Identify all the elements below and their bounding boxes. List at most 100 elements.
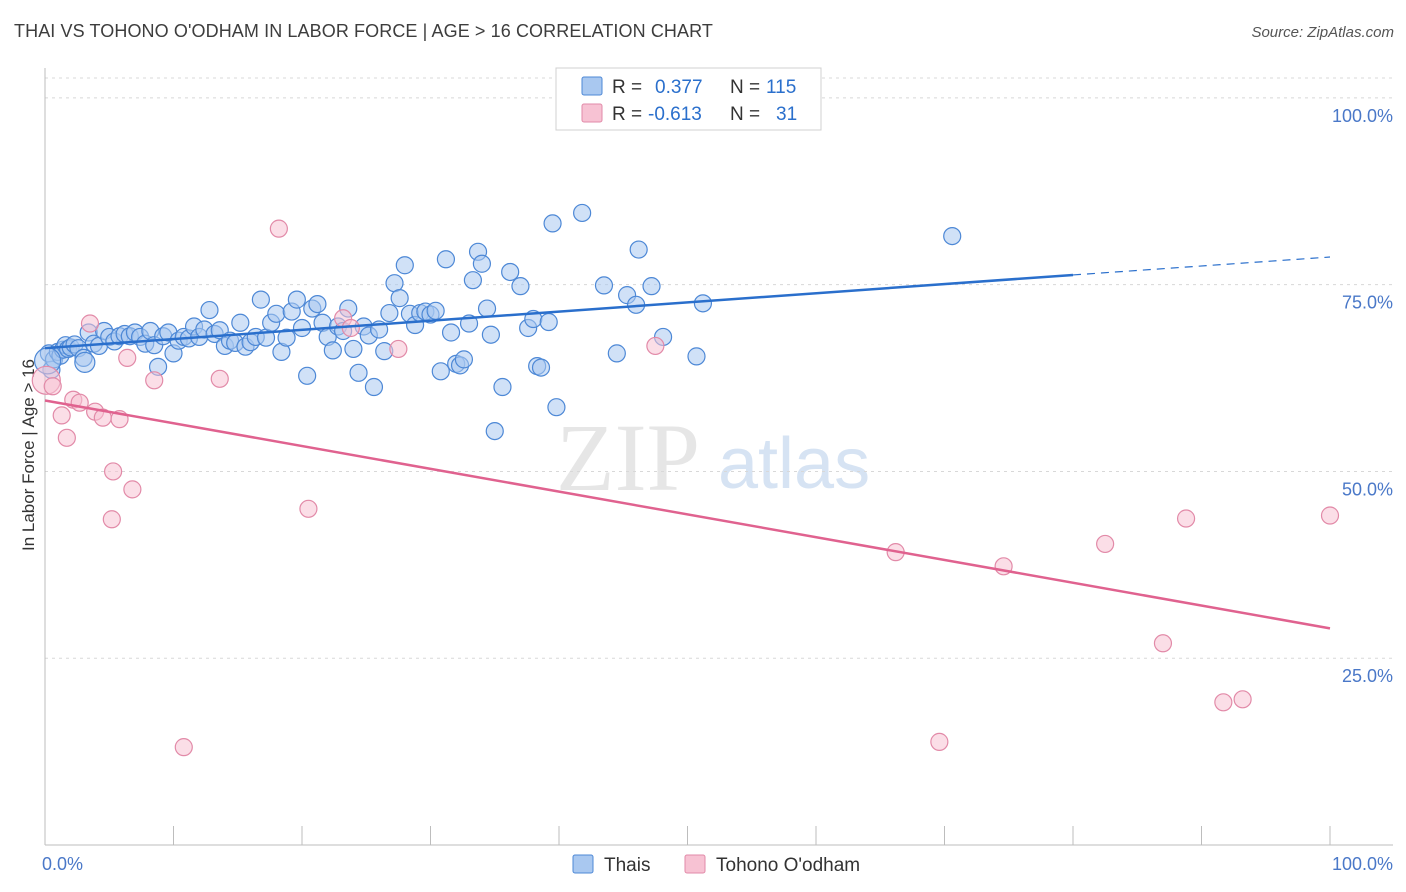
tohono-point — [145, 371, 164, 390]
thai-point — [477, 299, 497, 318]
thai-point — [693, 294, 713, 313]
tohono-point — [1096, 534, 1115, 554]
thai-trend-extension — [1072, 256, 1331, 276]
thai-trend-line — [44, 273, 1074, 350]
tohono-point — [930, 732, 949, 751]
series-legend: Thais Tohono O'odham — [572, 854, 860, 876]
thai-point — [547, 398, 566, 417]
y-tick-label: 50.0% — [1342, 479, 1393, 499]
watermark: ZIP atlas — [556, 404, 870, 511]
thai-point — [687, 347, 706, 366]
watermark-atlas: atlas — [718, 424, 870, 504]
thai-point — [74, 351, 96, 373]
thai-point — [277, 328, 296, 347]
thai-n-label: N = — [730, 77, 760, 98]
thai-point — [472, 254, 491, 273]
tohono-point — [389, 339, 408, 359]
thai-point — [454, 350, 474, 369]
y-tick-label: 25.0% — [1342, 666, 1393, 686]
thai-point — [292, 318, 312, 338]
thai-point — [308, 294, 327, 314]
thai-point — [573, 203, 592, 223]
watermark-zip: ZIP — [556, 404, 700, 511]
tohono-point — [299, 499, 318, 518]
tohono-point — [269, 219, 288, 238]
thai-point — [501, 262, 520, 282]
thai-point — [481, 325, 500, 344]
thai-point — [395, 256, 414, 275]
tohono-point — [43, 377, 62, 396]
x-tick-label-min: 0.0% — [42, 854, 83, 874]
y-tick-label: 100.0% — [1332, 106, 1393, 126]
tohono-point — [57, 428, 76, 447]
source-label: Source: ZipAtlas.com — [1251, 24, 1394, 41]
y-tick-label: 75.0% — [1342, 293, 1393, 313]
tohono-point — [1176, 509, 1196, 528]
grid — [45, 77, 1393, 659]
y-axis-title: In Labor Force | Age > 16 — [19, 359, 38, 551]
thai-point — [594, 276, 614, 295]
thai-n-value: 115 — [766, 77, 796, 98]
tohono-point — [104, 462, 123, 481]
thai-point — [485, 421, 504, 441]
tohono-point — [52, 406, 71, 425]
thai-point — [323, 341, 342, 360]
thai-swatch — [572, 854, 594, 874]
thai-point — [390, 289, 409, 308]
thai-r-value: 0.377 — [655, 77, 703, 98]
tohono-point — [102, 510, 121, 529]
tohono-r-value: -0.613 — [648, 104, 702, 125]
tohono-point — [210, 369, 229, 388]
thai-point — [943, 227, 962, 246]
tohono-swatch — [684, 854, 706, 874]
chart-title: THAI VS TOHONO O'ODHAM IN LABOR FORCE | … — [14, 21, 714, 41]
x-ticks — [173, 826, 1331, 845]
thai-point — [441, 323, 461, 342]
thai-point — [539, 312, 558, 332]
tohono-n-label: N = — [730, 104, 760, 125]
thai-point — [543, 214, 562, 233]
thai-point — [364, 377, 384, 397]
thai-legend-label: Thais — [604, 855, 650, 876]
thai-r-label: R = — [612, 77, 642, 98]
thai-point — [231, 313, 250, 332]
thai-point — [267, 304, 286, 323]
axes — [44, 68, 1393, 846]
tohono-point — [1320, 506, 1340, 525]
thai-series-points — [33, 203, 962, 441]
thai-point — [287, 290, 306, 309]
thai-point — [349, 363, 368, 382]
thai-swatch-top — [581, 76, 603, 96]
tohono-point — [80, 314, 100, 333]
tohono-point — [1153, 634, 1173, 653]
thai-point — [463, 271, 483, 290]
tohono-point — [646, 336, 665, 356]
tohono-point — [118, 348, 137, 367]
tohono-trend-line — [44, 399, 1331, 630]
thai-point — [251, 290, 270, 309]
tohono-point — [174, 738, 193, 757]
thai-point — [200, 300, 219, 320]
thai-point — [607, 344, 626, 363]
tohono-swatch-top — [581, 103, 603, 123]
thai-point — [426, 301, 445, 320]
thai-point — [380, 303, 399, 323]
tohono-r-label: R = — [612, 104, 642, 125]
stats-legend: R = 0.377 N = 115 R = -0.613 N = 31 — [555, 67, 822, 131]
thai-point — [642, 277, 661, 296]
tohono-point — [1214, 693, 1233, 712]
x-tick-label-max: 100.0% — [1332, 854, 1393, 874]
thai-point — [298, 366, 317, 385]
thai-point — [431, 362, 450, 381]
tohono-n-value: 31 — [776, 104, 797, 125]
thai-point — [493, 377, 512, 397]
tohono-point — [1233, 690, 1252, 709]
thai-point — [629, 240, 648, 259]
y-tick-labels: 25.0% 50.0% 75.0% 100.0% — [1332, 106, 1393, 686]
tohono-point — [123, 480, 142, 499]
thai-point — [344, 339, 363, 359]
trend-lines — [44, 256, 1331, 630]
thai-point — [531, 358, 551, 377]
thai-point — [436, 250, 456, 269]
